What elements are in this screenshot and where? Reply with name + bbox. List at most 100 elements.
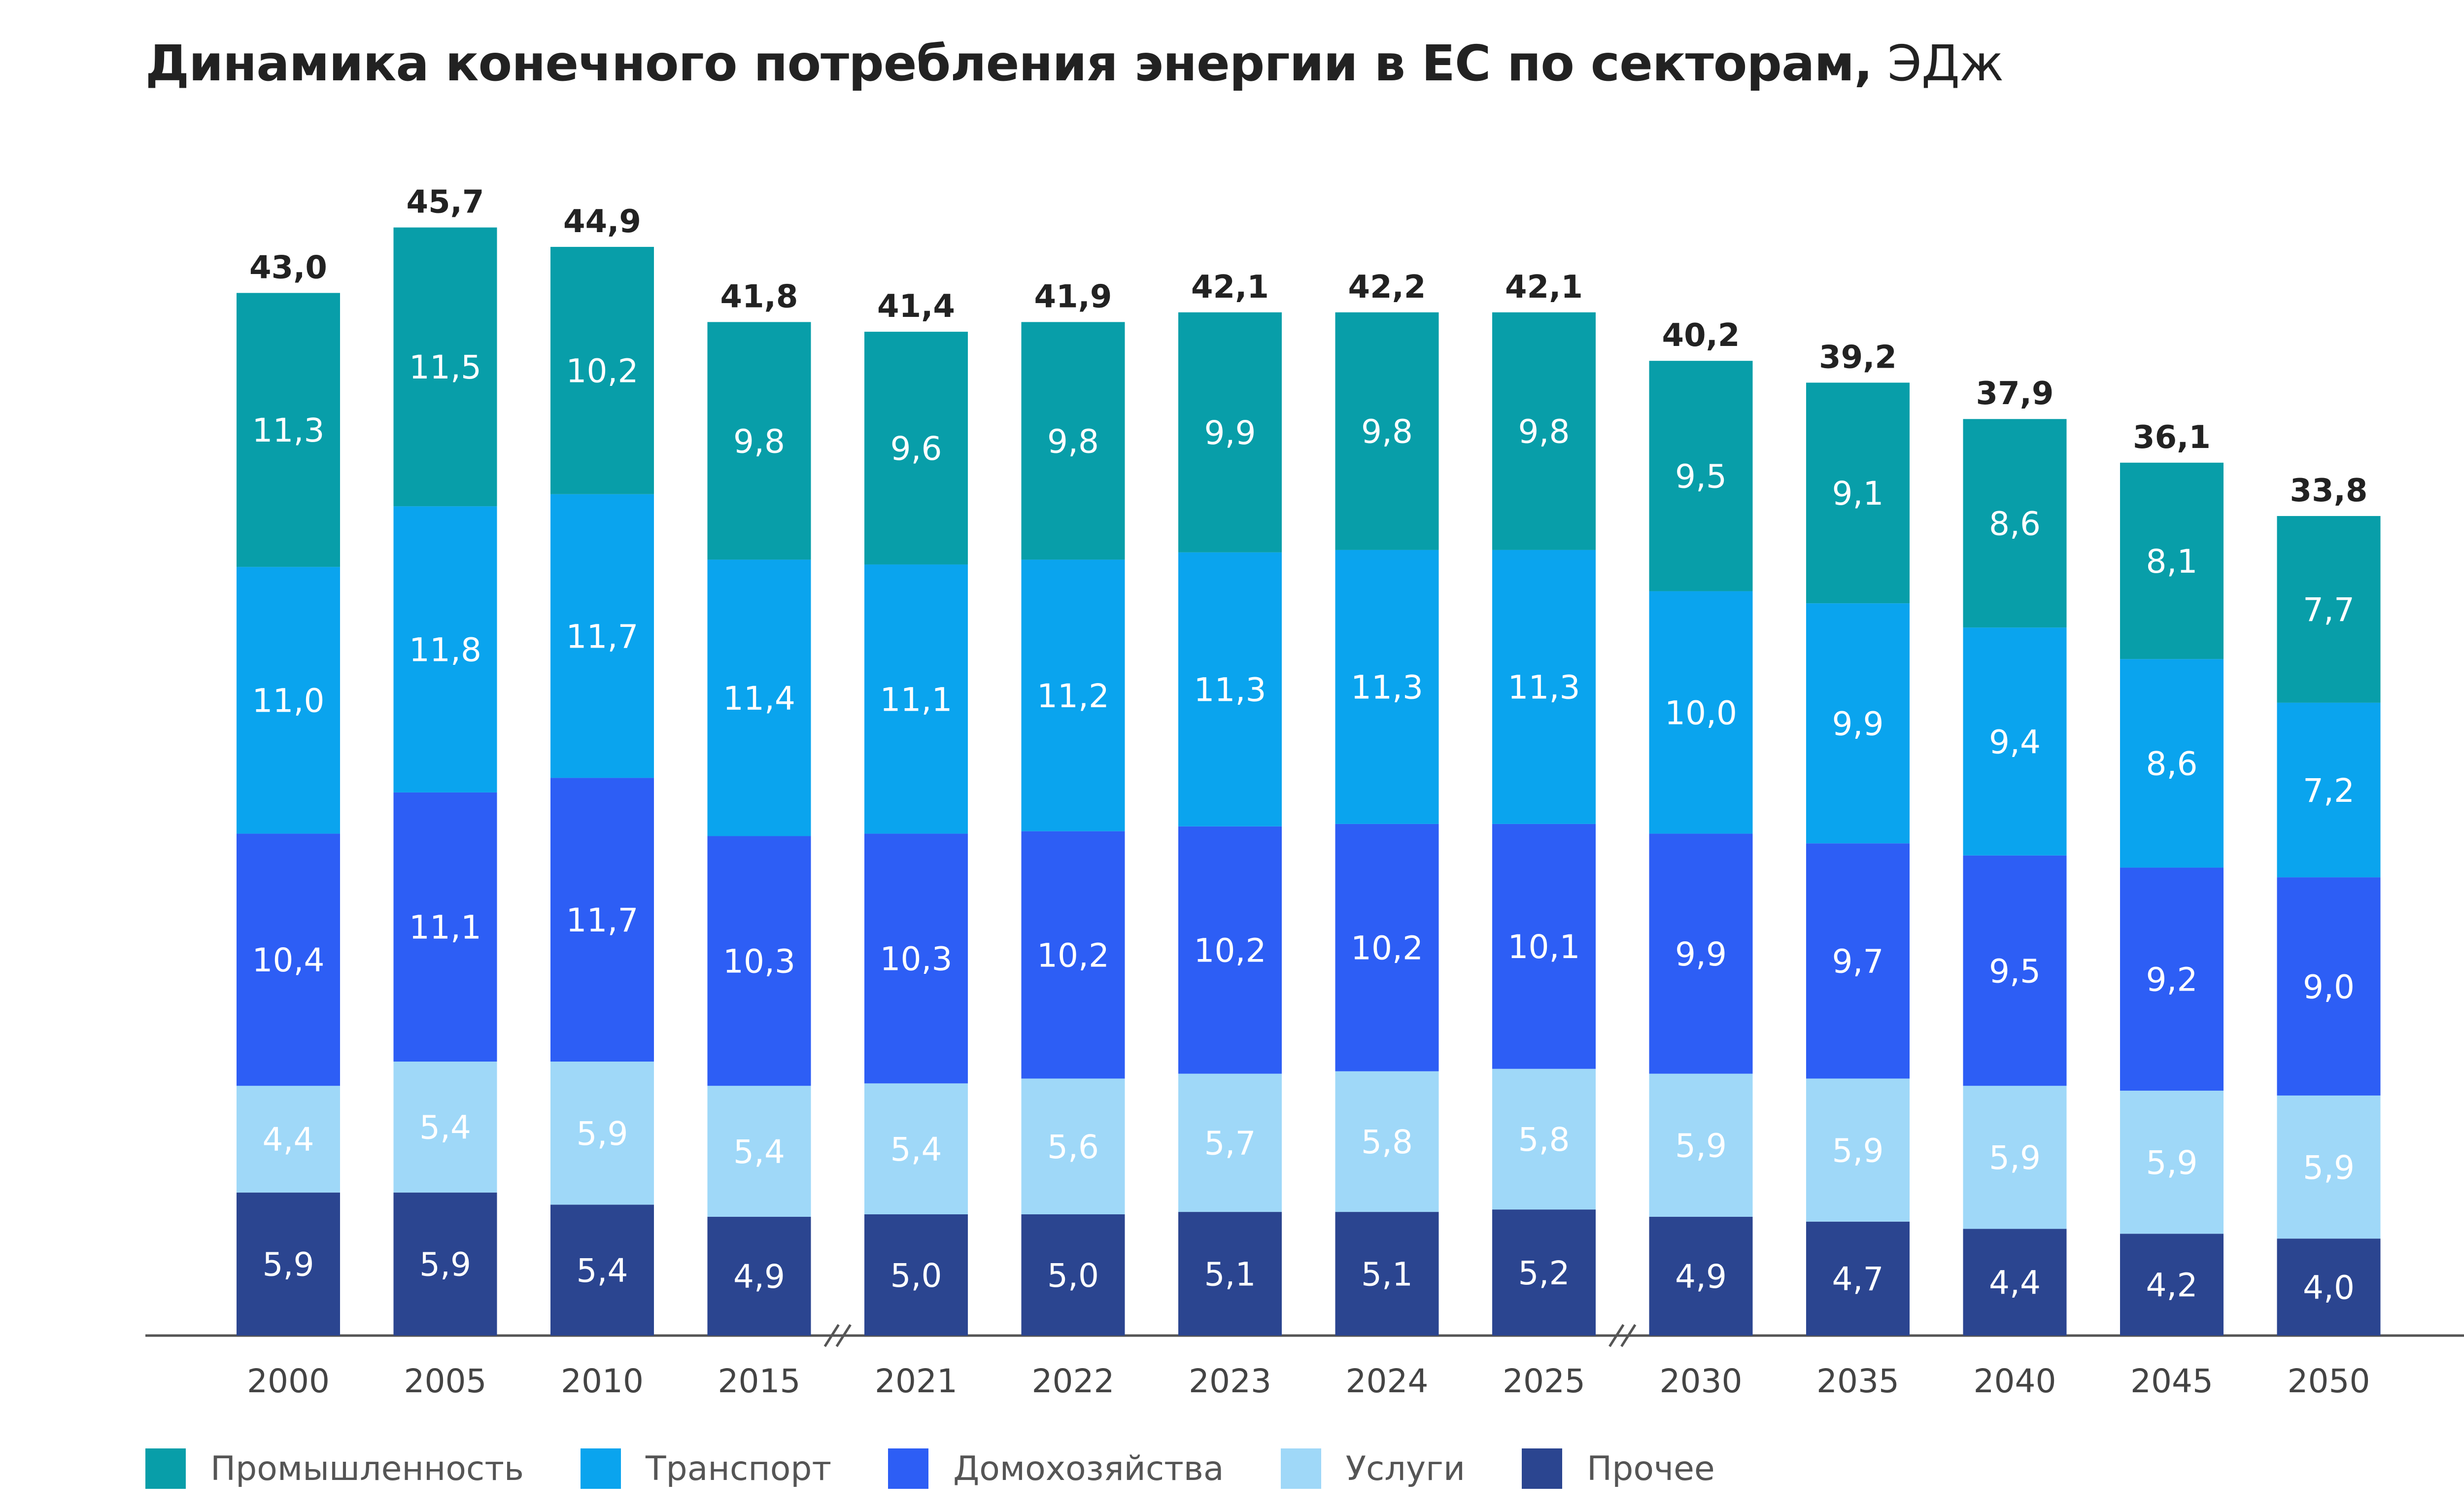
data-label-2022: 5,6: [1047, 1128, 1099, 1166]
stacked-bar-chart: 5,9 4,4 10,4 11,0 11,3 43,0 2000 5,9 5,4 11,1 11,8…: [145, 184, 2464, 1400]
bar-segment-Услуги-2005: [393, 1062, 497, 1193]
data-label-2035: 9,9: [1832, 705, 1884, 743]
bar-segment-Промышленность-2050: [2277, 516, 2381, 703]
bar-segment-Услуги-2030: [1649, 1073, 1753, 1217]
data-label-2021: 5,4: [890, 1131, 942, 1168]
bar-segment-Услуги-2000: [237, 1086, 340, 1193]
data-label-2050: 5,9: [2303, 1149, 2355, 1187]
data-label-2023: 5,7: [1204, 1125, 1256, 1163]
bar-segment-Домохозяйства-2021: [864, 833, 968, 1084]
data-label-2040: 4,4: [1989, 1264, 2041, 1302]
bar-segment-Услуги-2023: [1178, 1073, 1282, 1212]
bar-segment-Домохозяйства-2023: [1178, 826, 1282, 1074]
bar-segment-Промышленность-2005: [393, 227, 497, 507]
axis-break-mark: [1620, 1324, 1637, 1347]
legend-swatch: [1522, 1448, 1563, 1489]
bar-segment-Домохозяйства-2005: [393, 792, 497, 1062]
legend-label: Прочее: [1587, 1449, 1715, 1488]
bar-segment-Транспорт-2024: [1335, 550, 1439, 824]
bar-segment-Транспорт-2045: [2120, 659, 2224, 868]
total-label-2010: 44,9: [563, 204, 641, 240]
data-label-2010: 5,4: [577, 1252, 628, 1290]
legend-swatch: [581, 1448, 621, 1489]
legend-item: Услуги: [1280, 1448, 1465, 1489]
bar-segment-Промышленность-2030: [1649, 361, 1753, 591]
data-label-2025: 11,3: [1508, 669, 1580, 707]
data-label-2021: 5,0: [890, 1257, 942, 1295]
bar-segment-Прочее-2025: [1492, 1209, 1596, 1336]
bar-segment-Промышленность-2015: [707, 322, 811, 560]
legend-label: Промышленность: [210, 1449, 524, 1488]
total-label-2050: 33,8: [2290, 473, 2368, 509]
bar-segment-Транспорт-2035: [1806, 603, 1910, 844]
total-label-2005: 45,7: [407, 184, 484, 221]
data-label-2000: 5,9: [263, 1246, 314, 1284]
bar-segment-Промышленность-2024: [1335, 312, 1439, 550]
bar-segment-Промышленность-2022: [1021, 322, 1125, 560]
data-label-2050: 7,2: [2303, 772, 2355, 810]
bar-segment-Прочее-2040: [1963, 1229, 2067, 1336]
data-label-2022: 5,0: [1047, 1257, 1099, 1295]
bar-segment-Транспорт-2040: [1963, 627, 2067, 856]
bar-segment-Транспорт-2021: [864, 564, 968, 834]
data-label-2030: 5,9: [1675, 1127, 1727, 1165]
data-label-2040: 8,6: [1989, 505, 2041, 543]
bar-segment-Транспорт-2000: [237, 567, 340, 834]
bar-segment-Услуги-2010: [550, 1062, 654, 1205]
bar-segment-Промышленность-2000: [237, 293, 340, 567]
bar-segment-Транспорт-2023: [1178, 552, 1282, 826]
data-label-2015: 11,4: [723, 680, 795, 718]
bar-segment-Прочее-2015: [707, 1216, 811, 1336]
bar-segment-Прочее-2023: [1178, 1212, 1282, 1336]
bar-segment-Услуги-2021: [864, 1083, 968, 1214]
bar-segment-Транспорт-2050: [2277, 702, 2381, 878]
bar-segment-Услуги-2040: [1963, 1086, 2067, 1229]
bar-segment-Услуги-2022: [1021, 1078, 1125, 1214]
data-label-2035: 5,9: [1832, 1132, 1884, 1169]
data-label-2025: 5,8: [1518, 1121, 1570, 1159]
data-label-2024: 5,8: [1361, 1123, 1413, 1161]
bar-segment-Промышленность-2025: [1492, 312, 1596, 550]
total-label-2021: 41,4: [877, 288, 955, 325]
bar-segment-Прочее-2050: [2277, 1238, 2381, 1336]
total-label-2015: 41,8: [720, 278, 798, 315]
data-label-2010: 11,7: [566, 901, 639, 939]
data-label-2023: 9,9: [1204, 414, 1256, 452]
total-label-2040: 37,9: [1976, 376, 2054, 412]
total-label-2035: 39,2: [1819, 339, 1897, 376]
bar-segment-Услуги-2045: [2120, 1091, 2224, 1234]
data-label-2035: 9,7: [1832, 943, 1884, 981]
chart-legend: Промышленность Транспорт Домохозяйства Услу…: [145, 1446, 1772, 1491]
data-label-2005: 11,1: [409, 909, 481, 947]
data-label-2040: 5,9: [1989, 1139, 2041, 1177]
bar-segment-Домохозяйства-2000: [237, 833, 340, 1086]
bar-segment-Промышленность-2023: [1178, 312, 1282, 552]
legend-swatch: [145, 1448, 186, 1489]
data-label-2023: 10,2: [1194, 931, 1266, 969]
data-label-2030: 9,5: [1675, 458, 1727, 496]
total-label-2023: 42,1: [1191, 269, 1269, 306]
data-label-2030: 9,9: [1675, 935, 1727, 973]
x-tick-label-2022: 2022: [1032, 1362, 1115, 1400]
x-tick-label-2023: 2023: [1189, 1362, 1271, 1400]
axis-break-mark: [1608, 1324, 1625, 1347]
x-tick-label-2050: 2050: [2288, 1362, 2370, 1400]
data-label-2024: 9,8: [1361, 413, 1413, 451]
x-tick-label-2005: 2005: [404, 1362, 487, 1400]
bar-segment-Домохозяйства-2030: [1649, 833, 1753, 1074]
data-label-2050: 7,7: [2303, 591, 2355, 629]
data-label-2023: 5,1: [1204, 1255, 1256, 1293]
data-label-2015: 9,8: [733, 422, 785, 460]
legend-item: Домохозяйства: [888, 1448, 1224, 1489]
chart-title-unit: ЭДж: [1887, 34, 2004, 92]
bar-segment-Транспорт-2030: [1649, 591, 1753, 834]
data-label-2045: 5,9: [2146, 1144, 2198, 1182]
data-label-2045: 9,2: [2146, 961, 2198, 999]
legend-item: Прочее: [1522, 1448, 1715, 1489]
legend-swatch: [888, 1448, 929, 1489]
total-label-2022: 41,9: [1034, 278, 1112, 315]
total-label-2045: 36,1: [2133, 419, 2211, 456]
data-label-2000: 4,4: [263, 1121, 314, 1159]
axis-break-mark: [835, 1324, 852, 1347]
data-label-2024: 10,2: [1351, 929, 1423, 967]
